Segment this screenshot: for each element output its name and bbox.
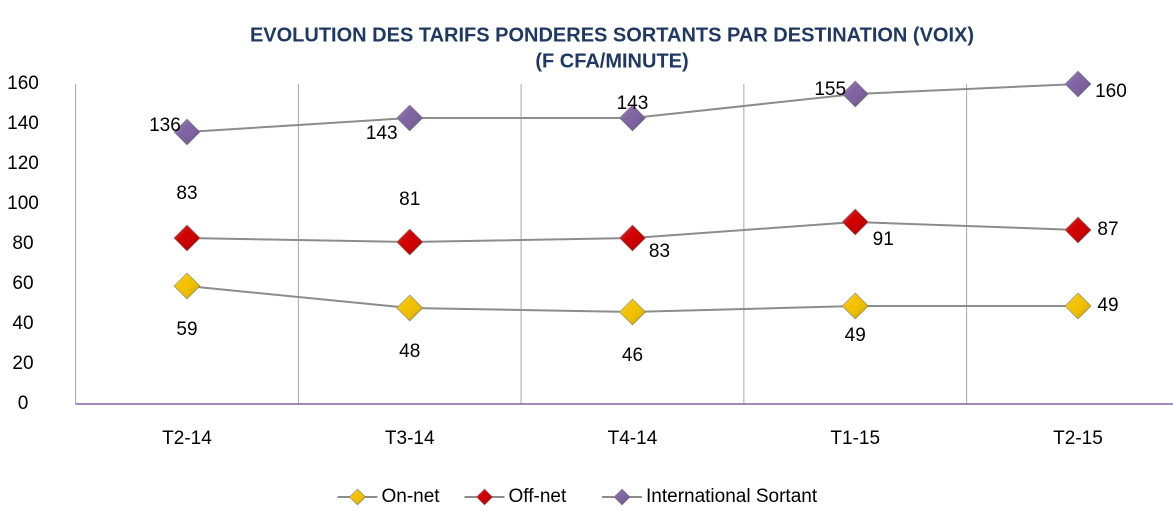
data-point-shade	[619, 299, 646, 325]
x-tick-label: T1-15	[830, 428, 880, 449]
x-tick-label: T2-14	[162, 428, 212, 449]
data-point-shade	[173, 119, 200, 145]
x-tick-label: T2-15	[1053, 428, 1103, 449]
data-point-shade	[1064, 293, 1091, 319]
legend-label: On-net	[382, 486, 441, 507]
data-point-shade	[619, 105, 646, 131]
data-label: 160	[1095, 81, 1127, 102]
data-label: 48	[399, 341, 420, 362]
data-point-shade	[396, 229, 423, 255]
data-point-shade	[396, 295, 423, 321]
data-label: 83	[176, 183, 197, 204]
y-tick-label: 40	[12, 313, 33, 334]
data-label: 87	[1097, 219, 1118, 240]
data-label: 83	[649, 241, 670, 262]
legend-marker-shade	[476, 489, 493, 505]
y-tick-label: 0	[18, 393, 29, 414]
data-label: 59	[176, 319, 197, 340]
y-tick-label: 20	[12, 353, 33, 374]
data-point-shade	[396, 105, 423, 131]
chart-title: (F CFA/MINUTE)	[535, 50, 688, 72]
chart-title: EVOLUTION DES TARIFS PONDERES SORTANTS P…	[250, 24, 974, 46]
legend-label: International Sortant	[646, 486, 818, 507]
data-label: 136	[149, 115, 181, 136]
data-label: 49	[845, 325, 866, 346]
data-point-shade	[842, 81, 869, 107]
y-tick-label: 80	[12, 233, 33, 254]
legend-label: Off-net	[509, 486, 567, 507]
data-point-shade	[619, 225, 646, 251]
data-label: 49	[1097, 295, 1118, 316]
data-point-shade	[1064, 71, 1091, 97]
data-label: 143	[617, 93, 649, 114]
data-point-shade	[173, 225, 200, 251]
data-label: 155	[814, 79, 846, 100]
x-tick-label: T3-14	[385, 428, 435, 449]
data-point-shade	[1064, 217, 1091, 243]
y-tick-label: 140	[7, 113, 39, 134]
x-tick-label: T4-14	[608, 428, 658, 449]
y-tick-label: 100	[7, 193, 39, 214]
data-label: 143	[366, 123, 398, 144]
legend-marker-shade	[349, 489, 366, 505]
data-label: 91	[873, 229, 894, 250]
data-point-shade	[173, 273, 200, 299]
y-tick-label: 120	[7, 153, 39, 174]
data-label: 46	[622, 345, 643, 366]
data-point-shade	[842, 209, 869, 235]
y-tick-label: 60	[12, 273, 33, 294]
data-label: 81	[399, 189, 420, 210]
data-point-shade	[842, 293, 869, 319]
y-tick-label: 160	[7, 73, 39, 94]
legend-marker-shade	[614, 489, 630, 505]
